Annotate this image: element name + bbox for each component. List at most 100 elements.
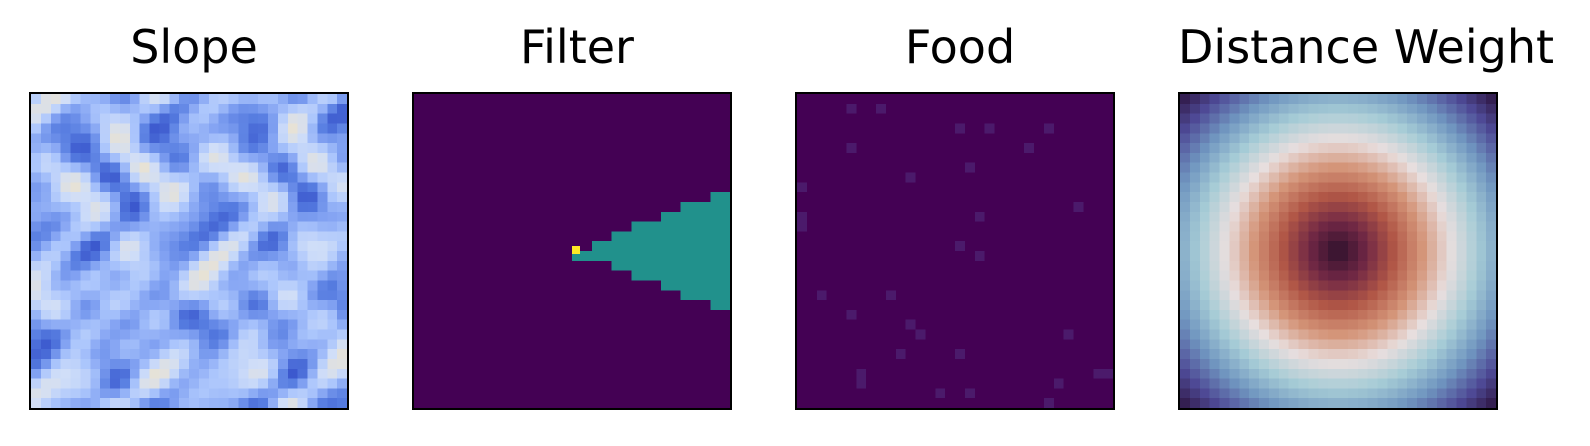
- slope-cell: [209, 202, 219, 212]
- distance-cell: [1338, 212, 1348, 222]
- distance-cell: [1328, 231, 1338, 241]
- slope-cell: [238, 310, 248, 320]
- distance-cell: [1308, 320, 1318, 330]
- slope-cell: [140, 300, 150, 310]
- slope-cell: [337, 369, 347, 379]
- slope-cell: [41, 182, 51, 192]
- distance-cell: [1210, 143, 1220, 153]
- distance-cell: [1368, 369, 1378, 379]
- slope-cell: [298, 241, 308, 251]
- distance-cell: [1466, 133, 1476, 143]
- slope-cell: [189, 330, 199, 340]
- slope-cell: [268, 280, 278, 290]
- distance-cell: [1387, 192, 1397, 202]
- slope-cell: [90, 261, 100, 271]
- slope-cell: [71, 261, 81, 271]
- slope-cell: [130, 271, 140, 281]
- slope-cell: [179, 123, 189, 133]
- slope-cell: [238, 163, 248, 173]
- distance-cell: [1249, 123, 1259, 133]
- distance-cell: [1368, 241, 1378, 251]
- distance-cell: [1348, 143, 1358, 153]
- distance-cell: [1348, 369, 1358, 379]
- slope-cell: [90, 320, 100, 330]
- distance-cell: [1279, 104, 1289, 114]
- slope-cell: [90, 280, 100, 290]
- slope-cell: [317, 104, 327, 114]
- distance-cell: [1299, 369, 1309, 379]
- slope-cell: [90, 192, 100, 202]
- distance-cell: [1190, 114, 1200, 124]
- slope-cell: [140, 290, 150, 300]
- distance-cell: [1407, 222, 1417, 232]
- slope-cell: [120, 271, 130, 281]
- distance-cell: [1358, 173, 1368, 183]
- distance-cell: [1220, 359, 1230, 369]
- distance-cell: [1486, 222, 1496, 232]
- slope-cell: [150, 241, 160, 251]
- distance-cell: [1378, 192, 1388, 202]
- distance-cell: [1180, 153, 1190, 163]
- slope-cell: [80, 271, 90, 281]
- distance-cell: [1397, 182, 1407, 192]
- distance-cell: [1318, 222, 1328, 232]
- distance-cell: [1200, 212, 1210, 222]
- distance-cell: [1437, 379, 1447, 389]
- slope-cell: [308, 143, 318, 153]
- food-heatmap: [795, 92, 1115, 410]
- distance-cell: [1437, 349, 1447, 359]
- distance-cell: [1289, 163, 1299, 173]
- distance-cell: [1457, 349, 1467, 359]
- distance-cell: [1289, 222, 1299, 232]
- slope-cell: [31, 212, 41, 222]
- distance-cell: [1308, 310, 1318, 320]
- distance-cell: [1378, 173, 1388, 183]
- slope-cell: [100, 173, 110, 183]
- distance-cell: [1447, 153, 1457, 163]
- slope-cell: [159, 133, 169, 143]
- distance-cell: [1437, 359, 1447, 369]
- slope-cell: [238, 379, 248, 389]
- distance-cell: [1457, 320, 1467, 330]
- distance-cell: [1328, 310, 1338, 320]
- slope-cell: [229, 388, 239, 398]
- slope-cell: [159, 153, 169, 163]
- slope-cell: [268, 222, 278, 232]
- distance-cell: [1387, 320, 1397, 330]
- slope-cell: [317, 192, 327, 202]
- slope-cell: [71, 379, 81, 389]
- slope-cell: [298, 320, 308, 330]
- slope-cell: [90, 379, 100, 389]
- distance-cell: [1299, 251, 1309, 261]
- distance-cell: [1239, 310, 1249, 320]
- slope-cell: [278, 369, 288, 379]
- slope-cell: [41, 271, 51, 281]
- distance-cell: [1200, 123, 1210, 133]
- distance-cell: [1279, 94, 1289, 104]
- distance-cell: [1407, 398, 1417, 408]
- distance-cell: [1279, 300, 1289, 310]
- distance-cell: [1348, 290, 1358, 300]
- slope-cell: [337, 261, 347, 271]
- distance-cell: [1447, 222, 1457, 232]
- slope-cell: [71, 163, 81, 173]
- distance-cell: [1338, 300, 1348, 310]
- slope-cell: [51, 192, 61, 202]
- distance-cell: [1229, 182, 1239, 192]
- filter-cone-cell: [700, 202, 710, 300]
- slope-cell: [80, 359, 90, 369]
- slope-cell: [159, 114, 169, 124]
- slope-cell: [80, 300, 90, 310]
- distance-cell: [1358, 153, 1368, 163]
- slope-cell: [31, 290, 41, 300]
- slope-cell: [169, 143, 179, 153]
- slope-cell: [268, 310, 278, 320]
- slope-cell: [229, 261, 239, 271]
- slope-cell: [209, 388, 219, 398]
- slope-cell: [71, 133, 81, 143]
- distance-cell: [1427, 182, 1437, 192]
- slope-cell: [130, 339, 140, 349]
- slope-cell: [90, 388, 100, 398]
- distance-cell: [1210, 133, 1220, 143]
- distance-cell: [1358, 300, 1368, 310]
